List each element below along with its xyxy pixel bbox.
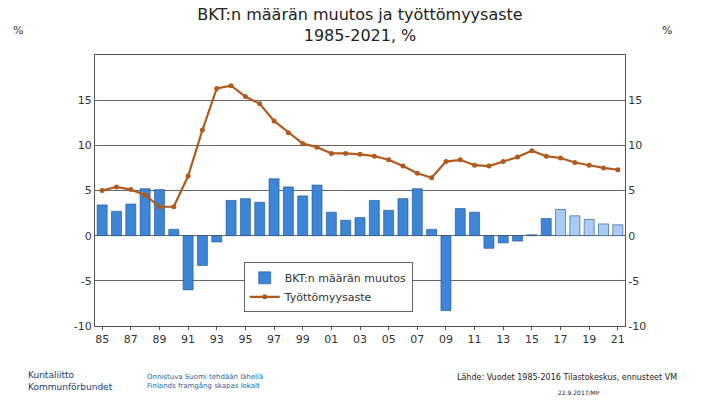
svg-text:-10: -10	[74, 320, 92, 333]
svg-text:-5: -5	[81, 275, 92, 288]
svg-text:15: 15	[78, 94, 92, 107]
svg-text:99: 99	[296, 333, 310, 346]
svg-text:95: 95	[238, 333, 252, 346]
svg-text:91: 91	[181, 333, 195, 346]
svg-text:89: 89	[152, 333, 166, 346]
svg-text:97: 97	[267, 333, 281, 346]
svg-text:10: 10	[628, 139, 642, 152]
svg-text:KuntaliittoKommunförbundet: KuntaliittoKommunförbundet	[28, 370, 113, 392]
svg-text:22.9.2017/MP: 22.9.2017/MP	[558, 389, 600, 396]
svg-text:%: %	[662, 24, 672, 37]
svg-text:15: 15	[525, 333, 539, 346]
svg-text:-5: -5	[628, 275, 639, 288]
svg-text:0: 0	[628, 230, 635, 243]
svg-text:BKT:n määrän muutos: BKT:n määrän muutos	[285, 272, 406, 285]
svg-text:Onnistuva Suomi tehdään lähell: Onnistuva Suomi tehdään lähelläFinlands …	[147, 373, 263, 390]
svg-text:03: 03	[353, 333, 367, 346]
svg-text:11: 11	[468, 333, 482, 346]
svg-text:Työttömyysaste: Työttömyysaste	[284, 291, 372, 304]
svg-text:07: 07	[410, 333, 424, 346]
svg-text:13: 13	[496, 333, 510, 346]
svg-text:17: 17	[554, 333, 568, 346]
svg-text:09: 09	[439, 333, 453, 346]
svg-text:BKT:n määrän muutos ja työttöm: BKT:n määrän muutos ja työttömyysaste198…	[197, 5, 522, 45]
svg-text:85: 85	[95, 333, 109, 346]
svg-text:21: 21	[611, 333, 625, 346]
svg-text:15: 15	[628, 94, 642, 107]
svg-text:93: 93	[210, 333, 224, 346]
svg-text:87: 87	[124, 333, 138, 346]
svg-text:10: 10	[78, 139, 92, 152]
svg-text:0: 0	[85, 230, 92, 243]
svg-text:-10: -10	[628, 320, 646, 333]
svg-text:05: 05	[382, 333, 396, 346]
svg-text:Lähde: Vuodet 1985-2016 Tilast: Lähde: Vuodet 1985-2016 Tilastokeskus, e…	[457, 373, 677, 382]
svg-text:5: 5	[85, 184, 92, 197]
svg-text:01: 01	[324, 333, 338, 346]
svg-text:%: %	[13, 24, 23, 37]
svg-text:5: 5	[628, 184, 635, 197]
svg-text:19: 19	[582, 333, 596, 346]
